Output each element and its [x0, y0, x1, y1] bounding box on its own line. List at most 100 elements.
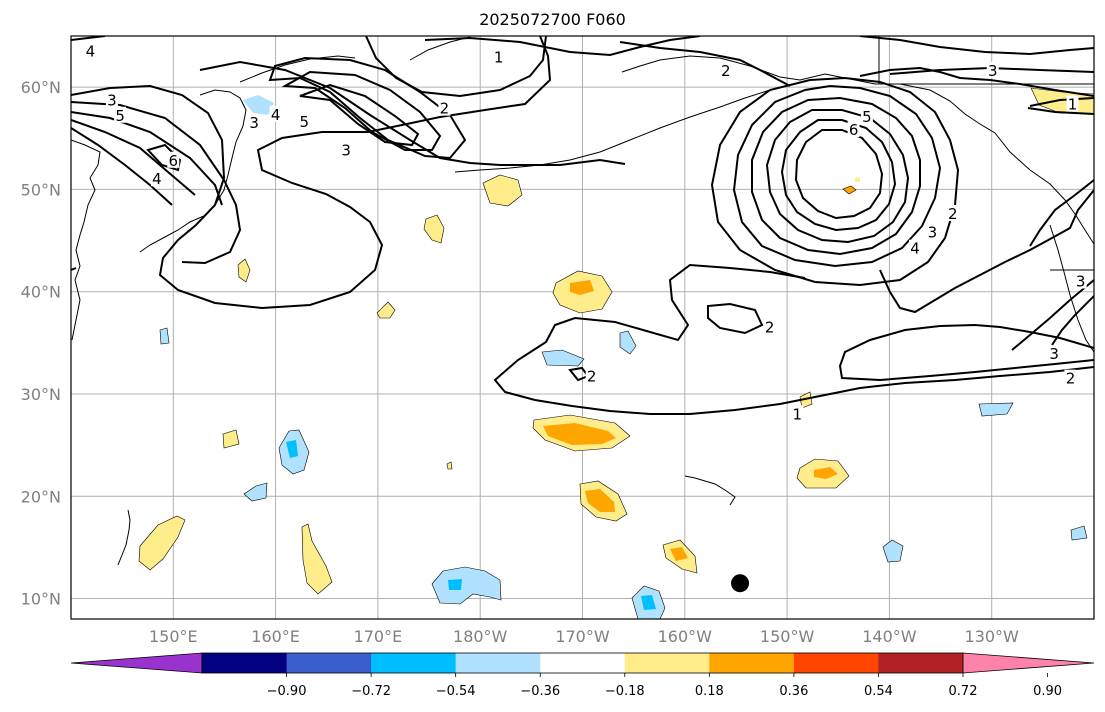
- contour-label: 3: [988, 62, 998, 80]
- colorbar-tick-label: 0.90: [1033, 684, 1062, 699]
- contour-line-2: [281, 70, 442, 151]
- positive-anomaly-patch: [799, 391, 813, 409]
- map-title: 2025072700 F060: [479, 10, 626, 29]
- lon-tick-label: 160°W: [658, 627, 713, 646]
- colorbar-swatch: [709, 653, 795, 673]
- colorbar-swatch: [624, 653, 710, 673]
- contour-label: 4: [86, 42, 96, 60]
- axis-labels: 10°N 20°N 30°N 40°N 50°N 60°N 150°E 160°E 170°E 1…: [21, 78, 1019, 646]
- positive-anomaly-patch: [570, 280, 594, 295]
- lat-tick-label: 60°N: [21, 78, 61, 97]
- contour-label-bg: [167, 151, 180, 168]
- storm-marker: [731, 574, 750, 593]
- contour-label: 6: [849, 121, 859, 139]
- contour-label-bg: [1066, 95, 1079, 112]
- lon-tick-label: 180°W: [453, 627, 508, 646]
- contour-label-bg: [763, 318, 776, 335]
- contour-label: 2: [1066, 370, 1076, 388]
- lat-tick-label: 30°N: [21, 385, 61, 404]
- lon-tick-label: 150°W: [760, 627, 815, 646]
- map-frame: [70, 35, 1095, 620]
- contour-label: 2: [440, 100, 450, 118]
- positive-anomaly-patch: [301, 523, 333, 595]
- contour-line-2: [1029, 97, 1094, 107]
- coastline-kamchatka: [199, 89, 247, 216]
- lat-tick-label: 40°N: [21, 283, 61, 302]
- contour-lines: [71, 36, 1094, 415]
- colorbar-frame: [201, 652, 964, 674]
- contour-line-3: [765, 109, 910, 244]
- positive-anomaly-patch: [138, 515, 186, 571]
- colorbar-tick-label: 0.36: [779, 684, 808, 699]
- contour-label-bg: [719, 61, 732, 78]
- contour-label: 2: [948, 205, 958, 223]
- contour-line-2: [859, 36, 1094, 56]
- colorbar-swatch: [793, 653, 879, 673]
- contour-label-bg: [269, 105, 282, 122]
- contour-line-3: [707, 302, 764, 335]
- contour-line-3: [710, 76, 960, 287]
- colorbar-swatch: [202, 653, 288, 673]
- lon-tick-label: 140°W: [862, 627, 917, 646]
- negative-anomaly-patch: [978, 402, 1014, 417]
- negative-anomaly-patch: [541, 349, 585, 367]
- colorbar-under-triangle: [70, 652, 203, 674]
- contour-label: 5: [115, 107, 125, 125]
- contour-label: 4: [152, 170, 162, 188]
- contour-label-bg: [585, 367, 598, 384]
- contour-line-2: [859, 66, 1094, 97]
- lon-tick-label: 170°W: [555, 627, 610, 646]
- negative-anomaly-patch: [882, 539, 904, 563]
- colorbar-swatch: [371, 653, 457, 673]
- contour-line-1: [71, 36, 552, 310]
- contour-label-bg: [847, 121, 860, 138]
- contour-line-3: [71, 267, 77, 271]
- contour-line-3: [838, 323, 1094, 382]
- contour-label-bg: [114, 106, 127, 123]
- contour-line-2: [1027, 107, 1094, 115]
- contour-label-bg: [860, 107, 873, 124]
- negative-anomaly-patch: [448, 579, 462, 590]
- coastline-north-america: [1049, 224, 1094, 353]
- positive-anomaly-patch: [423, 214, 445, 244]
- contour-label: 4: [271, 106, 281, 124]
- negative-anomaly-patch: [243, 95, 274, 115]
- lon-tick-label: 130°W: [965, 627, 1020, 646]
- lon-tick-label: 160°E: [251, 627, 300, 646]
- colorbar-tick-label: −0.90: [267, 684, 307, 699]
- contour-label-bg: [340, 141, 353, 158]
- negative-anomaly-patch: [286, 440, 298, 458]
- contour-line-2: [424, 36, 701, 57]
- contour-line-2: [71, 101, 242, 265]
- positive-anomaly-patch: [670, 547, 688, 561]
- contour-label-bg: [1048, 345, 1061, 362]
- colorbar-swatch: [878, 653, 964, 673]
- positive-anomaly-patch: [222, 429, 240, 449]
- contour-label: 2: [721, 62, 731, 80]
- positive-anomaly-patch: [482, 174, 523, 207]
- negative-anomaly-patch: [641, 595, 656, 610]
- contour-label: 2: [765, 319, 775, 337]
- contour-line-3: [751, 96, 921, 256]
- positive-anomaly-patch: [446, 461, 453, 470]
- contour-label: 5: [862, 108, 872, 126]
- coastline-alaska: [621, 55, 1094, 245]
- coastline-hawaii: [684, 475, 736, 506]
- contour-line-2: [619, 41, 791, 87]
- lon-tick-label: 150°E: [149, 627, 198, 646]
- contour-line-3: [732, 84, 942, 268]
- contour-label: 3: [928, 223, 938, 241]
- contour-label: 1: [793, 405, 803, 423]
- lon-tick-label: 170°E: [354, 627, 403, 646]
- colorbar-tick-label: 0.54: [864, 684, 893, 699]
- colorbar: −0.90 −0.72 −0.54 −0.36 −0.18 0.18 0.36 0.54 0.7…: [70, 652, 1095, 699]
- contour-line-2: [268, 56, 467, 160]
- contour-line-2: [71, 111, 223, 206]
- contour-label-bg: [492, 48, 505, 65]
- contour-label-bg: [946, 204, 959, 221]
- colorbar-swatch: [286, 653, 372, 673]
- contour-label: 3: [107, 91, 117, 109]
- contour-label: 4: [910, 240, 920, 258]
- contour-line-1: [365, 36, 547, 98]
